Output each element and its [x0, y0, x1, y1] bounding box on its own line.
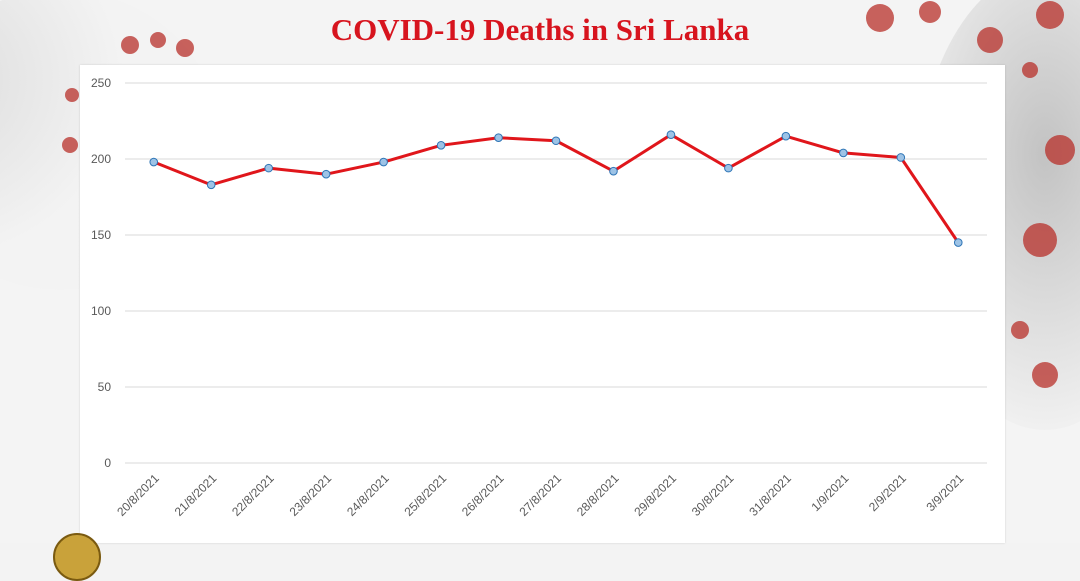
x-tick-label: 21/8/2021: [172, 471, 220, 519]
x-tick-label: 23/8/2021: [287, 471, 335, 519]
data-point: [149, 157, 159, 167]
virus-particle-icon: [62, 1, 1075, 388]
y-tick-label: 250: [91, 76, 111, 90]
x-tick-label: 22/8/2021: [229, 471, 277, 519]
y-tick-label: 0: [104, 456, 111, 470]
x-tick-label: 27/8/2021: [516, 471, 564, 519]
x-tick-label: 25/8/2021: [402, 471, 450, 519]
x-tick-label: 24/8/2021: [344, 471, 392, 519]
data-point: [724, 163, 733, 173]
chart-panel: 0 50 100 150 200 250 20/8/2021 21/8/2021 22/8/2…: [80, 65, 1005, 543]
y-tick-label: 150: [91, 228, 111, 242]
y-tick-label: 200: [91, 152, 111, 166]
x-tick-label: 30/8/2021: [689, 471, 737, 519]
data-point: [781, 131, 791, 141]
x-tick-label: 31/8/2021: [746, 471, 794, 519]
line-chart: 0 50 100 150 200 250 20/8/2021 21/8/2021 22/8/2…: [91, 76, 987, 519]
gridlines: [125, 82, 987, 464]
y-tick-label: 50: [98, 380, 112, 394]
data-point: [321, 169, 331, 179]
data-point: [206, 180, 216, 190]
data-point: [379, 157, 388, 167]
data-point: [436, 141, 446, 150]
x-tick-label: 20/8/2021: [114, 471, 162, 519]
x-axis-ticks: 20/8/2021 21/8/2021 22/8/2021 23/8/2021 24/8…: [114, 471, 966, 519]
data-point: [666, 130, 676, 139]
data-point: [551, 136, 561, 146]
x-tick-label: 2/9/2021: [866, 471, 909, 514]
x-tick-label: 3/9/2021: [923, 471, 966, 514]
data-point: [953, 238, 963, 247]
chart-title: COVID-19 Deaths in Sri Lanka: [330, 12, 750, 47]
x-tick-label: 29/8/2021: [631, 471, 679, 519]
emblem-logo: [53, 533, 101, 581]
data-point: [264, 163, 273, 173]
data-point: [839, 148, 848, 158]
data-point: [494, 133, 503, 143]
data-point: [609, 166, 618, 176]
x-tick-label: 26/8/2021: [459, 471, 507, 519]
x-tick-label: 1/9/2021: [809, 471, 852, 514]
y-axis-ticks: 0 50 100 150 200 250: [91, 76, 111, 470]
x-tick-label: 28/8/2021: [574, 471, 622, 519]
data-point: [896, 153, 906, 162]
series-line-deaths: [153, 133, 960, 244]
y-tick-label: 100: [91, 304, 111, 318]
data-markers: [149, 130, 963, 247]
